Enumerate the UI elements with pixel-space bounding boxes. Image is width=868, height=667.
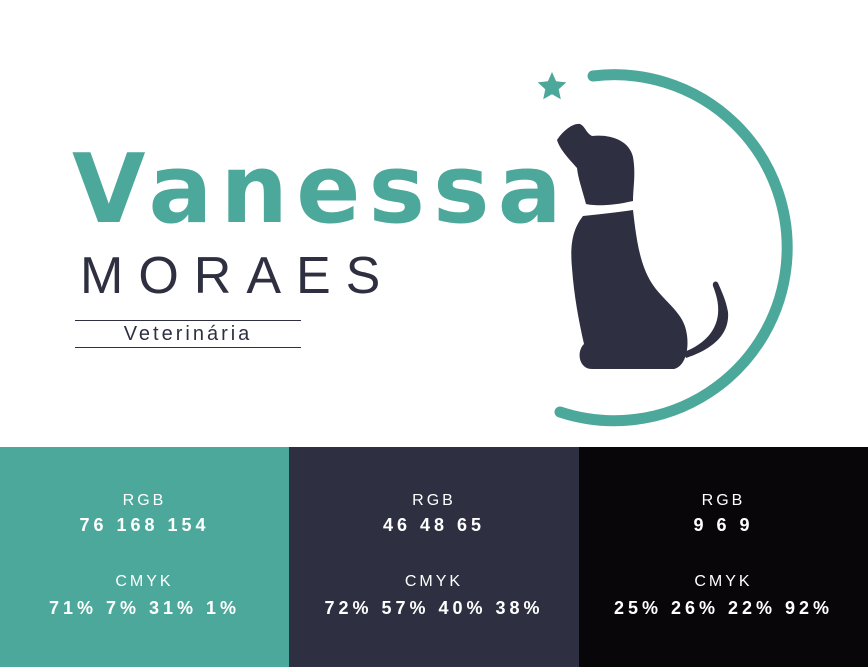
swatch-navy: RGB 46 48 65 CMYK 72% 57% 40% 38% <box>289 447 579 667</box>
cmyk-value: 25% 26% 22% 92% <box>613 598 834 618</box>
rgb-label: RGB <box>412 492 456 509</box>
swatch-black: RGB 9 6 9 CMYK 25% 26% 22% 92% <box>579 447 868 667</box>
rgb-label: RGB <box>122 492 167 509</box>
cmyk-label: CMYK <box>115 573 174 590</box>
brand-last-name: MORAES <box>80 247 396 305</box>
rgb-label: RGB <box>701 492 746 509</box>
divider-bottom <box>75 347 301 348</box>
rgb-value: 9 6 9 <box>693 515 754 535</box>
star-icon <box>537 72 567 100</box>
emblem <box>537 69 793 427</box>
swatch-teal: RGB 76 168 154 CMYK 71% 7% 31% 1% <box>0 447 289 667</box>
divider-top <box>75 320 301 321</box>
brand-role: Veterinária <box>123 323 253 345</box>
color-palette: RGB 76 168 154 CMYK 71% 7% 31% 1% RGB 46… <box>0 447 868 667</box>
cmyk-label: CMYK <box>404 573 464 590</box>
rgb-value: 46 48 65 <box>382 515 486 535</box>
cmyk-value: 71% 7% 31% 1% <box>48 598 241 618</box>
logo-area: Vanessa MORAES Veterinária <box>72 69 793 427</box>
emblem-arc <box>554 69 793 427</box>
rgb-value: 76 168 154 <box>79 515 210 535</box>
cmyk-value: 72% 57% 40% 38% <box>324 598 544 618</box>
dog-silhouette-icon <box>557 123 729 369</box>
brand-first-name: Vanessa <box>72 135 570 245</box>
cmyk-label: CMYK <box>694 573 753 590</box>
